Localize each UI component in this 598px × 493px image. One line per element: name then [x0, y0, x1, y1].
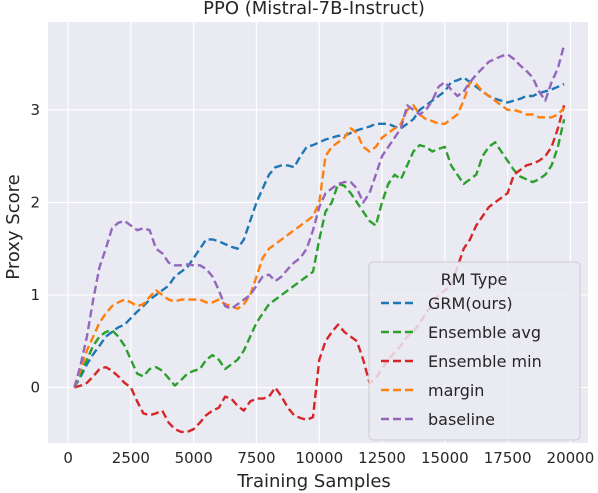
x-tick-label: 5000: [175, 449, 213, 467]
series-line-0: [73, 76, 565, 389]
x-tick-label: 17500: [484, 449, 532, 467]
legend-label: GRM(ours): [428, 294, 513, 313]
legend-label: margin: [428, 381, 484, 400]
series-line-1: [73, 118, 566, 388]
y-tick-label: 3: [30, 101, 40, 119]
x-tick-label: 20000: [547, 449, 595, 467]
y-tick-label: 1: [30, 286, 40, 304]
y-axis-label: Proxy Score: [3, 174, 24, 279]
legend-label: Ensemble avg: [428, 323, 541, 342]
x-tick-label: 12500: [358, 449, 406, 467]
y-tick-labels: 0 1 2 3: [30, 101, 40, 397]
chart-title: PPO (Mistral-7B-Instruct): [203, 0, 425, 19]
x-tick-label: 2500: [112, 449, 150, 467]
series-line-3: [73, 80, 565, 388]
series-line-4: [73, 44, 566, 388]
x-tick-label: 15000: [421, 449, 469, 467]
legend-entries: GRM(ours) Ensemble avg Ensemble min margin b…: [381, 294, 542, 429]
legend-label: baseline: [428, 410, 495, 429]
x-tick-labels: 0 2500 5000 7500 10000 12500 15000 17500 20000: [63, 449, 594, 467]
x-tick-label: 10000: [295, 449, 343, 467]
y-tick-label: 2: [30, 193, 40, 211]
x-tick-label: 7500: [237, 449, 275, 467]
x-axis-label: Training Samples: [236, 471, 391, 492]
legend: RM Type GRM(ours) Ensemble avg Ensemble mi…: [368, 261, 581, 441]
x-tick-label: 0: [63, 449, 73, 467]
series-lines: [73, 44, 566, 434]
legend-title: RM Type: [441, 270, 508, 289]
series-line-2: [74, 104, 566, 434]
y-tick-label: 0: [30, 378, 40, 396]
legend-box: [368, 261, 581, 441]
legend-label: Ensemble min: [428, 352, 542, 371]
